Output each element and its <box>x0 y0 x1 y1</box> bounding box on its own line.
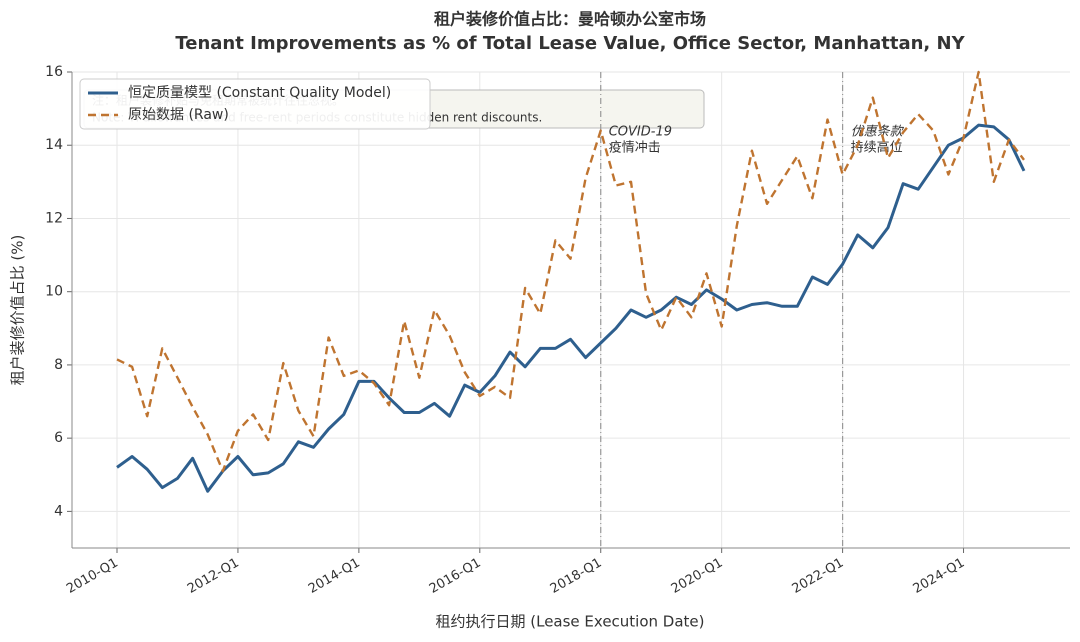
x-tick-label: 2022-Q1 <box>790 556 847 597</box>
y-axis-label: 租户装修价值占比 (%) <box>9 235 27 386</box>
x-tick-label: 2012-Q1 <box>185 556 242 597</box>
event-label: 持续高位 <box>851 140 903 156</box>
x-tick-label: 2016-Q1 <box>427 556 484 597</box>
event-label: COVID-19 <box>609 125 672 140</box>
y-tick-label: 6 <box>54 430 63 446</box>
x-tick-label: 2020-Q1 <box>669 556 726 597</box>
x-axis-label: 租约执行日期 (Lease Execution Date) <box>435 613 704 631</box>
y-tick-label: 16 <box>45 64 63 80</box>
y-tick-label: 12 <box>45 210 63 226</box>
series-line <box>116 123 1026 493</box>
chart-title: 租户装修价值占比：曼哈顿办公室市场 <box>434 10 706 29</box>
x-tick-label: 2010-Q1 <box>64 556 121 597</box>
x-tick-label: 2018-Q1 <box>548 556 605 597</box>
y-tick-label: 4 <box>54 503 63 519</box>
event-label: 优惠条款 <box>851 125 905 140</box>
y-tick-label: 8 <box>54 357 63 373</box>
legend-box <box>79 78 431 130</box>
legend-label: 恒定质量模型 (Constant Quality Model) <box>128 85 391 101</box>
y-tick-label: 10 <box>45 284 63 300</box>
chart-subtitle: Tenant Improvements as % of Total Lease … <box>175 33 965 54</box>
legend-label: 原始数据 (Raw) <box>128 107 229 123</box>
event-label: 疫情冲击 <box>609 140 661 156</box>
series-line <box>116 70 1025 473</box>
x-tick-label: 2014-Q1 <box>306 556 363 597</box>
x-tick-label: 2024-Q1 <box>911 556 968 597</box>
y-tick-label: 14 <box>45 137 63 153</box>
